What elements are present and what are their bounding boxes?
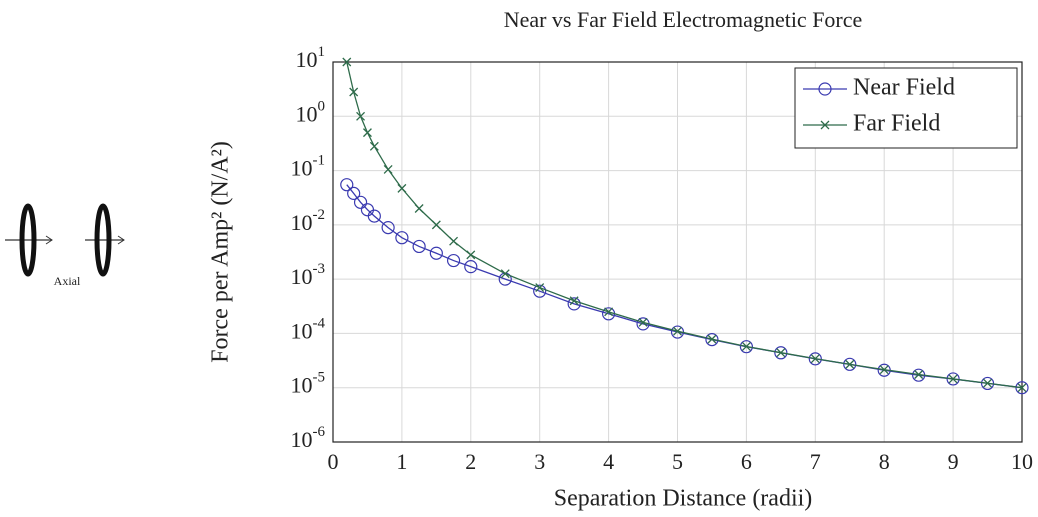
marker — [383, 164, 393, 174]
marker — [741, 342, 751, 351]
marker — [349, 87, 359, 97]
marker — [567, 297, 581, 311]
marker — [466, 250, 476, 260]
marker — [983, 378, 993, 388]
y-axis-label: Force per Amp² (N/A²) — [208, 141, 234, 363]
y-tick-label: 10-6 — [291, 424, 326, 452]
marker — [446, 253, 461, 268]
x-tick-label: 1 — [396, 449, 407, 474]
y-tick-label: 10-2 — [291, 207, 326, 235]
marker — [604, 307, 614, 317]
marker — [638, 317, 648, 327]
x-tick-label: 3 — [534, 449, 545, 474]
marker — [414, 204, 424, 213]
y-tick-label: 10-1 — [291, 153, 326, 181]
marker — [673, 326, 682, 336]
legend-label: Far Field — [853, 111, 940, 137]
marker — [808, 352, 822, 366]
marker — [739, 340, 754, 354]
axial-diagram: Axial — [5, 203, 125, 288]
marker — [395, 231, 409, 245]
x-tick-label: 8 — [879, 449, 890, 474]
marker — [879, 365, 889, 375]
marker — [369, 141, 379, 151]
marker — [569, 296, 579, 306]
marker — [431, 220, 441, 230]
legend-label: Near Field — [853, 75, 955, 101]
marker — [843, 357, 857, 371]
marker — [946, 372, 960, 386]
marker — [449, 236, 459, 246]
x-tick-label: 10 — [1011, 449, 1033, 474]
marker — [535, 283, 545, 293]
marker — [914, 370, 924, 379]
marker — [347, 186, 361, 200]
y-tick-label: 10-5 — [291, 370, 326, 398]
marker — [1017, 383, 1027, 393]
marker — [774, 346, 788, 360]
legend-marker — [818, 82, 832, 96]
marker — [356, 111, 366, 121]
chart-title: Near vs Far Field Electromagnetic Force — [504, 7, 863, 32]
marker — [397, 183, 407, 193]
marker — [810, 354, 820, 364]
marker — [948, 374, 958, 384]
legend-marker — [820, 120, 830, 130]
marker — [412, 239, 426, 254]
x-tick-label: 9 — [948, 449, 959, 474]
marker — [340, 178, 354, 192]
x-tick-label: 7 — [810, 449, 821, 474]
marker — [500, 269, 510, 279]
y-tick-label: 10-4 — [291, 316, 326, 344]
marker — [353, 195, 368, 209]
marker — [464, 260, 478, 274]
x-tick-label: 0 — [328, 449, 339, 474]
x-tick-label: 2 — [465, 449, 476, 474]
marker — [1015, 381, 1029, 395]
x-tick-label: 6 — [741, 449, 752, 474]
marker — [533, 284, 547, 298]
marker — [429, 246, 443, 260]
plot-frame — [332, 61, 1023, 443]
legend-box — [794, 67, 1018, 149]
y-tick-label: 100 — [296, 99, 326, 127]
marker — [381, 221, 395, 235]
series-line — [346, 184, 1023, 389]
marker — [367, 209, 381, 223]
y-tick-label: 101 — [296, 44, 326, 72]
marker — [707, 334, 717, 344]
marker — [362, 128, 372, 138]
marker — [776, 348, 786, 358]
marker — [845, 359, 855, 369]
x-tick-label: 4 — [603, 449, 614, 474]
legend: Near Field Far Field — [794, 67, 1018, 149]
x-tick-label: 5 — [672, 449, 683, 474]
marker — [342, 57, 352, 67]
marker — [705, 332, 719, 347]
annotation: Axial — [54, 274, 81, 288]
y-tick-label: 10-3 — [291, 262, 326, 290]
x-axis-label: Separation Distance (radii) — [554, 486, 813, 512]
